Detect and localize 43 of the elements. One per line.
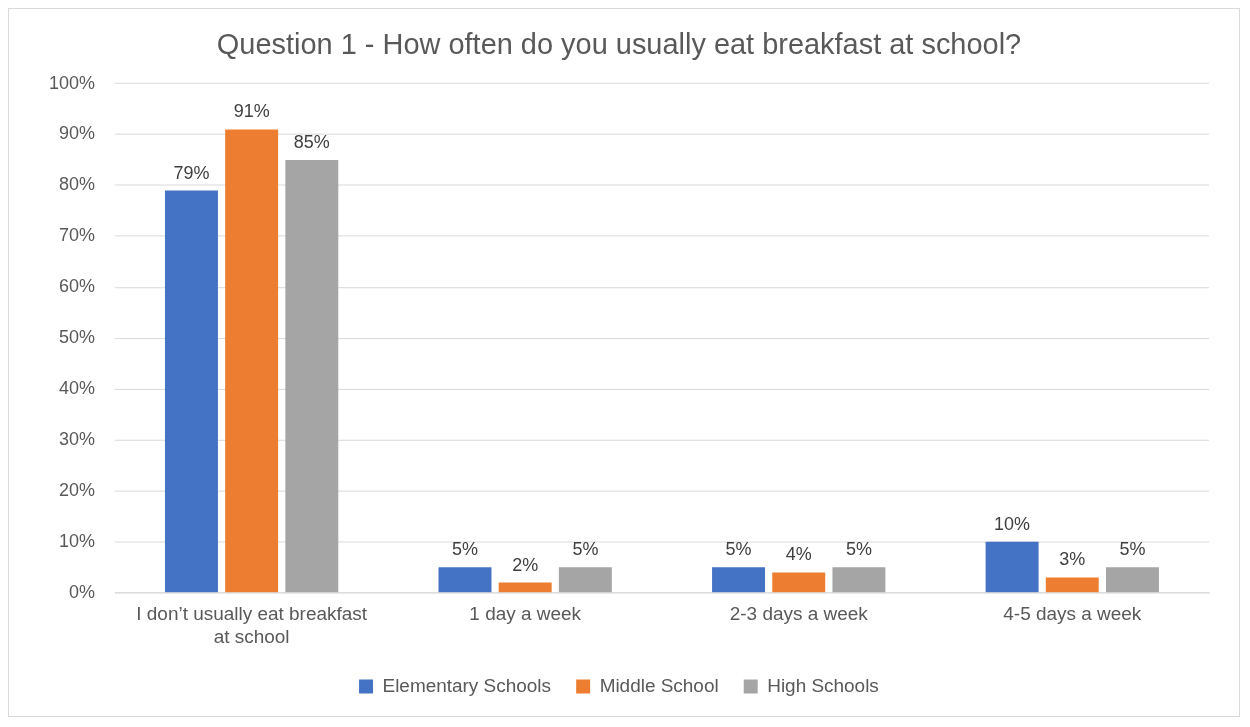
- data-label: 5%: [845, 539, 872, 560]
- chart-title: Question 1 - How often do you usually eat breakfast at school?: [216, 28, 1022, 61]
- bar: [985, 541, 1039, 593]
- data-label: 5%: [572, 539, 599, 560]
- data-label: 4%: [785, 544, 812, 565]
- data-label: 85%: [293, 131, 330, 152]
- y-tick-label: 40%: [58, 378, 95, 399]
- y-tick-label: 20%: [58, 479, 95, 500]
- y-tick-label: 80%: [58, 174, 95, 195]
- x-tick-label: 1 day a week: [469, 603, 582, 625]
- data-label: 5%: [1119, 539, 1146, 560]
- x-tick-label: 4-5 days a week: [1003, 603, 1142, 625]
- bar: [498, 582, 552, 593]
- bar: [712, 567, 766, 593]
- bar: [1105, 567, 1159, 593]
- y-tick-label: 90%: [58, 123, 95, 144]
- y-tick-label: 10%: [58, 530, 95, 551]
- bar: [438, 567, 492, 593]
- legend-label: High Schools: [767, 674, 879, 696]
- data-label: 10%: [994, 513, 1031, 534]
- y-tick-label: 0%: [68, 581, 95, 602]
- y-tick-label: 60%: [58, 276, 95, 297]
- data-label: 79%: [173, 162, 210, 183]
- bar: [225, 129, 279, 593]
- x-tick-label: 2-3 days a week: [729, 603, 869, 625]
- data-label: 3%: [1059, 549, 1086, 570]
- data-label: 2%: [512, 554, 539, 575]
- bar: [832, 567, 886, 593]
- legend-label: Middle School: [599, 674, 719, 696]
- bar: [285, 159, 339, 593]
- y-tick-label: 30%: [58, 428, 95, 449]
- data-label: 5%: [725, 539, 752, 560]
- bar: [558, 567, 612, 593]
- bar: [1045, 577, 1099, 593]
- data-label: 91%: [233, 101, 270, 122]
- x-tick-label: I don’t usually eat breakfast at school: [136, 603, 368, 648]
- y-tick-label: 50%: [58, 327, 95, 348]
- bar: [772, 572, 826, 593]
- data-label: 5%: [452, 539, 479, 560]
- y-tick-label: 100%: [48, 72, 95, 93]
- legend-label: Elementary Schools: [382, 674, 552, 696]
- bar: [164, 190, 218, 593]
- y-tick-label: 70%: [58, 225, 95, 246]
